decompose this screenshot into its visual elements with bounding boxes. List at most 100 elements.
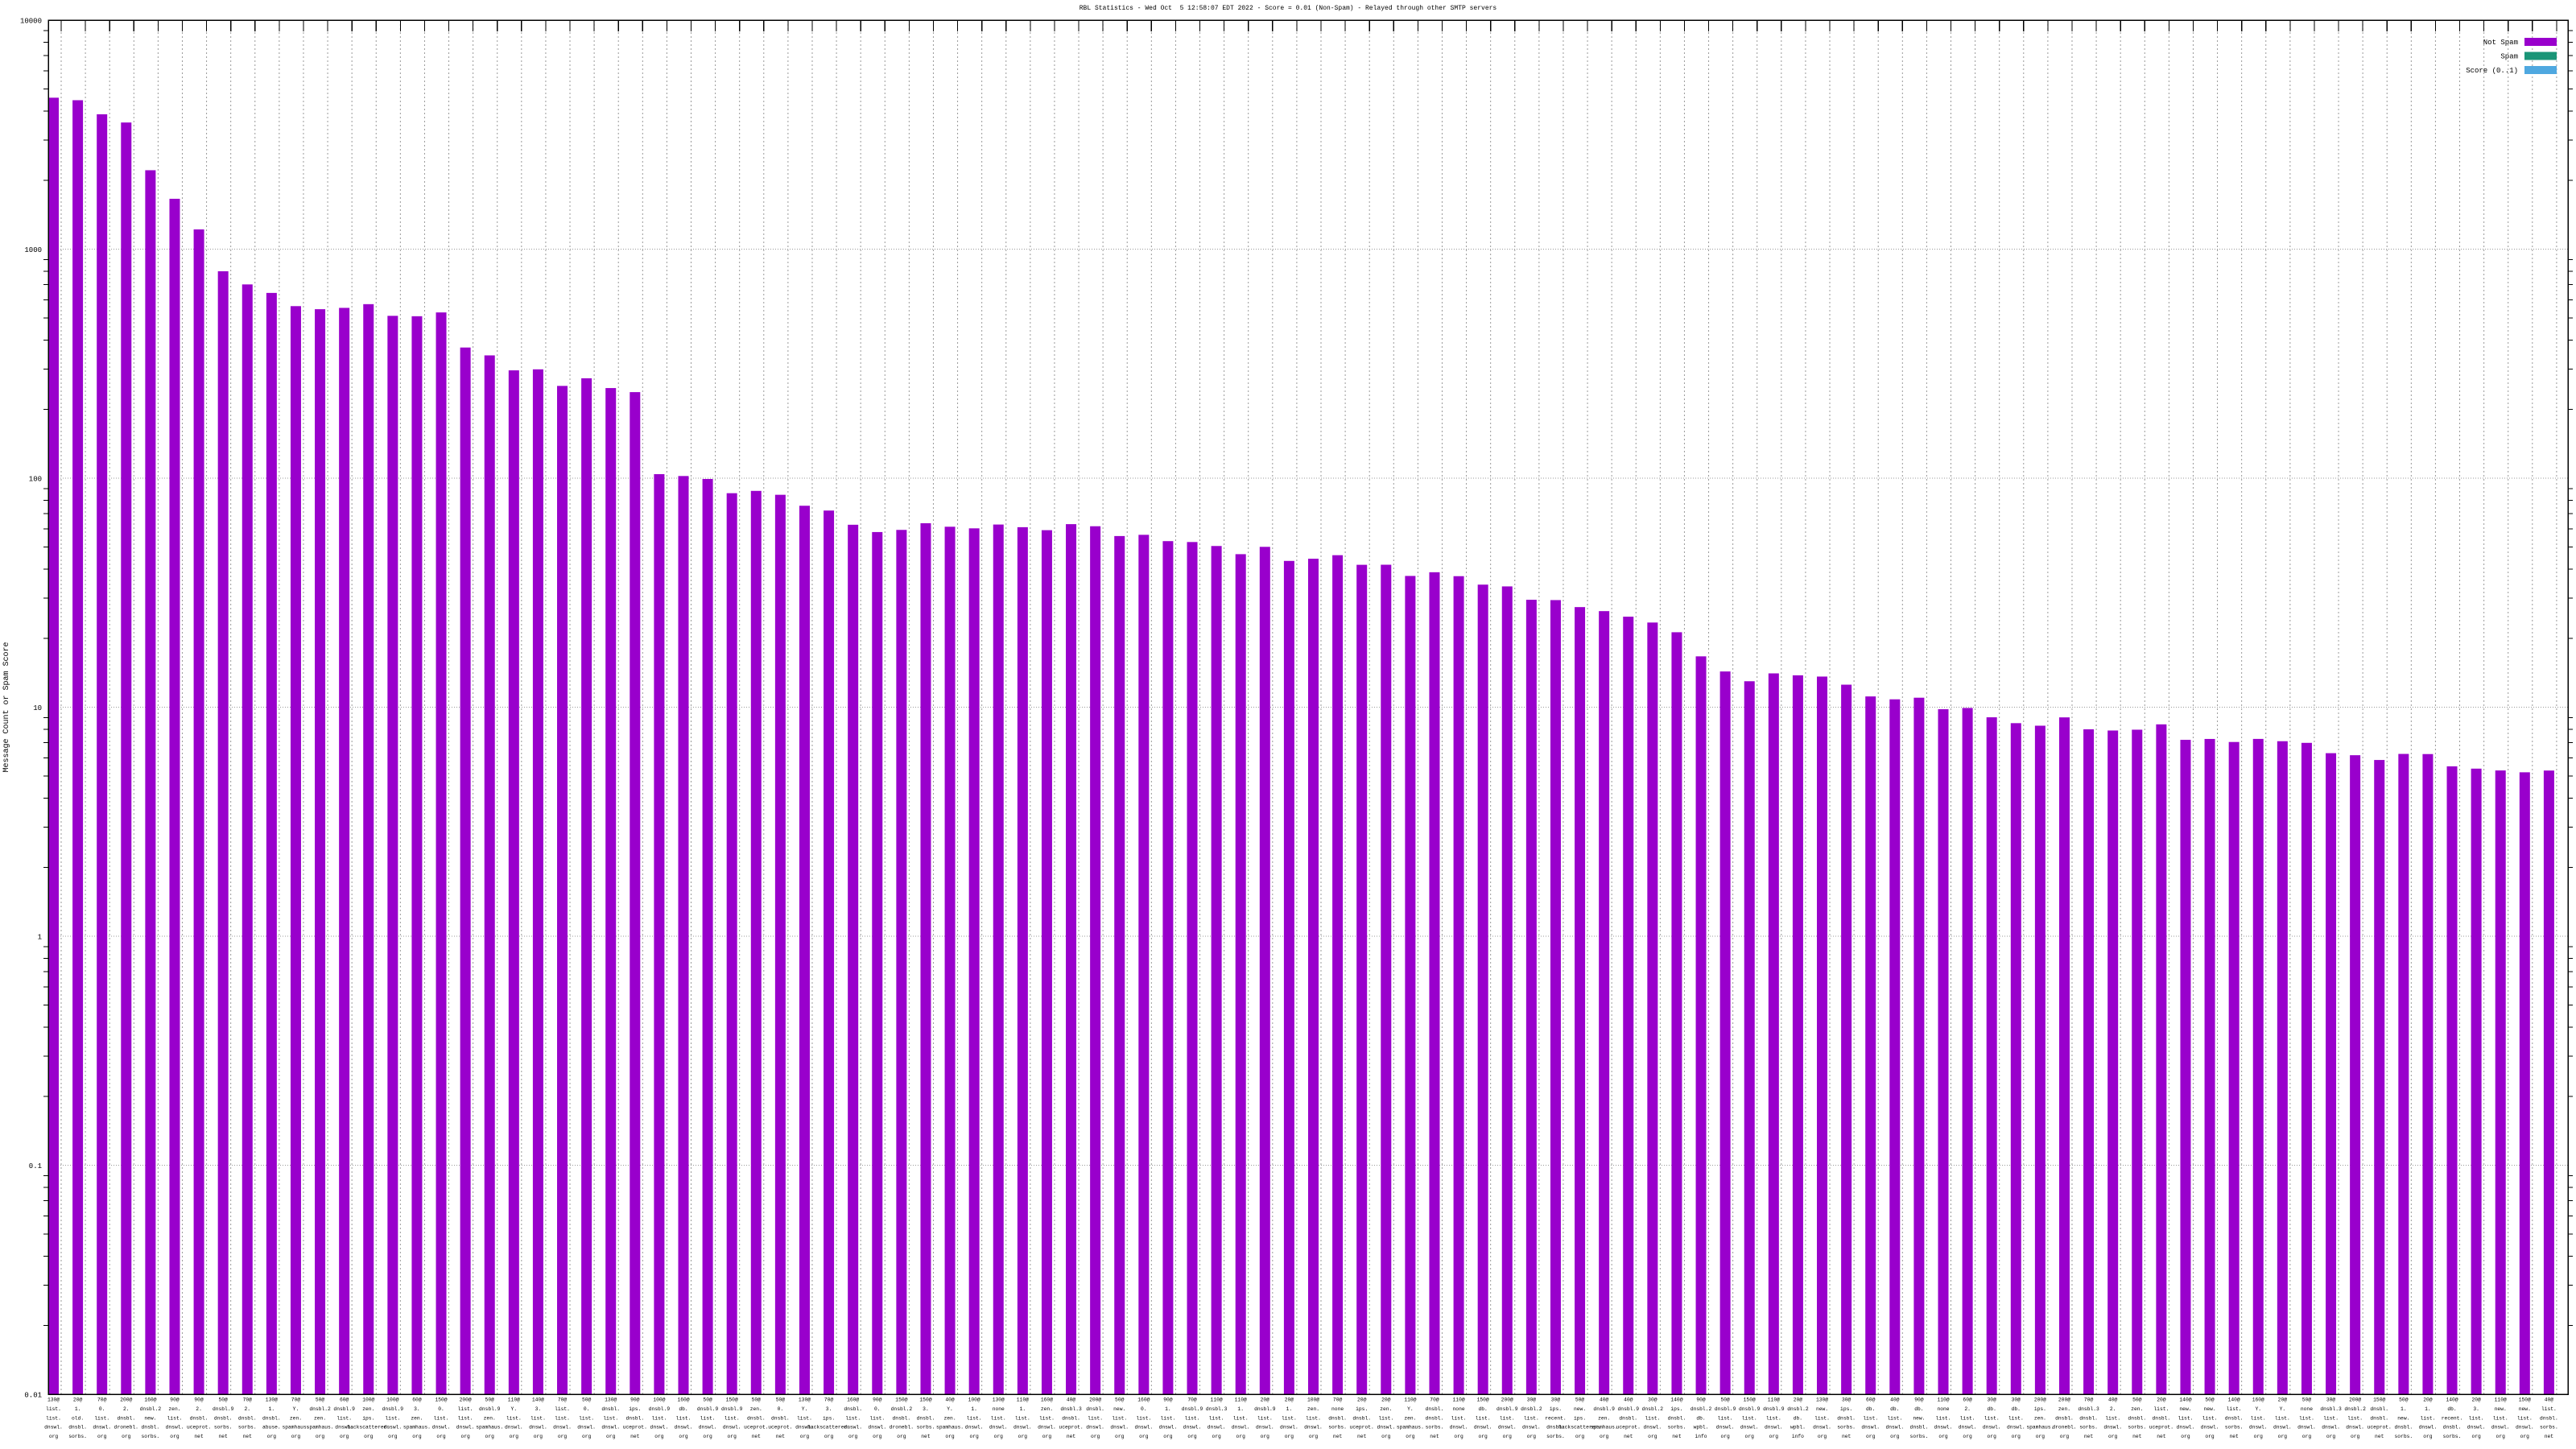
svg-text:20@: 20@ [2423, 1397, 2433, 1403]
svg-text:db.: db. [1866, 1406, 1875, 1412]
svg-text:dnswl.: dnswl. [2103, 1425, 2122, 1430]
svg-text:list.: list. [724, 1415, 740, 1421]
svg-text:100@: 100@ [386, 1397, 398, 1403]
svg-text:dnswl.: dnswl. [2201, 1425, 2219, 1430]
svg-text:Y.: Y. [1407, 1406, 1414, 1412]
svg-text:dnswl.: dnswl. [2297, 1425, 2316, 1430]
svg-text:40@: 40@ [2108, 1397, 2118, 1403]
svg-text:list.: list. [1742, 1415, 1757, 1421]
svg-text:20@: 20@ [2157, 1397, 2166, 1403]
svg-text:40@: 40@ [1600, 1397, 1609, 1403]
svg-text:list.: list. [2153, 1406, 2169, 1412]
svg-text:org: org [2012, 1434, 2021, 1439]
svg-text:dnsbl.: dnsbl. [2225, 1415, 2244, 1421]
svg-text:zen.: zen. [362, 1406, 374, 1412]
svg-text:110@: 110@ [1768, 1397, 1780, 1403]
svg-text:dnsbl.: dnsbl. [238, 1415, 257, 1421]
svg-text:list.: list. [458, 1415, 473, 1421]
svg-text:org: org [2351, 1434, 2360, 1439]
svg-text:zen.: zen. [1404, 1415, 1416, 1421]
svg-text:org: org [1648, 1434, 1657, 1439]
svg-text:org: org [170, 1434, 180, 1439]
svg-text:dnsbl.: dnsbl. [117, 1415, 135, 1421]
svg-text:dnswl.: dnswl. [1280, 1425, 1298, 1430]
svg-text:dnsbl.: dnsbl. [2370, 1406, 2388, 1412]
svg-text:list.: list. [1015, 1415, 1030, 1421]
svg-text:org: org [2254, 1434, 2264, 1439]
svg-text:org: org [97, 1434, 107, 1439]
svg-text:70@: 70@ [1430, 1397, 1439, 1403]
svg-text:dnsbl.: dnsbl. [1426, 1415, 1444, 1421]
svg-text:dnsbl.2: dnsbl.2 [1690, 1406, 1712, 1412]
svg-text:110@: 110@ [1235, 1397, 1247, 1403]
svg-text:dnswl.: dnswl. [2419, 1425, 2438, 1430]
svg-text:dnswl.: dnswl. [1377, 1425, 1395, 1430]
svg-text:50@: 50@ [316, 1397, 325, 1403]
svg-text:30@: 30@ [1551, 1397, 1561, 1403]
svg-text:50@: 50@ [1720, 1397, 1730, 1403]
svg-text:dnswl.: dnswl. [1861, 1425, 1880, 1430]
svg-text:list.: list. [869, 1415, 885, 1421]
svg-text:140@: 140@ [2446, 1397, 2458, 1403]
svg-text:110@: 110@ [1211, 1397, 1223, 1403]
svg-text:Not Spam: Not Spam [2483, 39, 2518, 47]
svg-text:sorbs.: sorbs. [917, 1425, 935, 1430]
svg-text:zen.: zen. [2131, 1406, 2143, 1412]
svg-text:org: org [945, 1434, 955, 1439]
svg-text:dnsbl.: dnsbl. [844, 1406, 862, 1412]
svg-text:3.: 3. [414, 1406, 420, 1412]
svg-text:20@: 20@ [1794, 1397, 1803, 1403]
svg-text:1.: 1. [1286, 1406, 1293, 1412]
svg-text:none: none [1453, 1406, 1465, 1412]
svg-text:1: 1 [38, 934, 42, 942]
svg-text:dnsbl.: dnsbl. [2540, 1415, 2558, 1421]
svg-text:net: net [2229, 1434, 2239, 1439]
svg-text:list.: list. [1233, 1415, 1249, 1421]
svg-text:dnsbl.9: dnsbl.9 [721, 1406, 743, 1412]
svg-text:dnswl.: dnswl. [650, 1425, 669, 1430]
svg-text:1000: 1000 [24, 246, 42, 254]
svg-text:dnswl.: dnswl. [1644, 1425, 1662, 1430]
svg-text:dnswl.: dnswl. [723, 1425, 741, 1430]
svg-text:dnswl.: dnswl. [1934, 1425, 1953, 1430]
svg-text:dnsbl.9: dnsbl.9 [1254, 1406, 1276, 1412]
svg-text:30@: 30@ [1648, 1397, 1657, 1403]
svg-text:org: org [1890, 1434, 1900, 1439]
svg-text:org: org [2496, 1434, 2506, 1439]
svg-text:org: org [2278, 1434, 2288, 1439]
svg-text:Spam: Spam [2500, 53, 2518, 61]
svg-text:2.: 2. [196, 1406, 202, 1412]
svg-text:150@: 150@ [895, 1397, 907, 1403]
svg-text:uceprot.: uceprot. [2368, 1425, 2392, 1430]
svg-text:dnsbl.2: dnsbl.2 [891, 1406, 913, 1412]
svg-text:50@: 50@ [582, 1397, 592, 1403]
svg-text:dnsbl.: dnsbl. [1328, 1415, 1347, 1421]
svg-text:recent.: recent. [2442, 1415, 2462, 1421]
svg-text:org: org [1115, 1434, 1125, 1439]
svg-text:dnsbl.: dnsbl. [262, 1415, 281, 1421]
svg-text:org: org [800, 1434, 810, 1439]
svg-text:dronebl.: dronebl. [114, 1425, 138, 1430]
svg-text:dnsbl.: dnsbl. [917, 1415, 935, 1421]
svg-text:1.: 1. [1020, 1406, 1026, 1412]
svg-text:db.: db. [1914, 1406, 1923, 1412]
svg-text:40@: 40@ [945, 1397, 955, 1403]
svg-text:dronebl.: dronebl. [890, 1425, 914, 1430]
svg-text:sorbs.: sorbs. [1910, 1434, 1929, 1439]
svg-text:org: org [1285, 1434, 1294, 1439]
svg-text:dnsbl.: dnsbl. [2055, 1415, 2074, 1421]
svg-text:org: org [728, 1434, 737, 1439]
svg-text:zen.: zen. [411, 1415, 423, 1421]
svg-text:zen.: zen. [943, 1415, 956, 1421]
svg-text:list.: list. [2323, 1415, 2339, 1421]
svg-text:dnsbl.: dnsbl. [2370, 1415, 2388, 1421]
svg-text:dnsbl.2: dnsbl.2 [2344, 1406, 2366, 1412]
svg-text:sorbs.: sorbs. [1668, 1425, 1686, 1430]
svg-text:dnswl.: dnswl. [1740, 1425, 1759, 1430]
svg-text:info: info [1695, 1434, 1707, 1439]
svg-text:zen.: zen. [314, 1415, 326, 1421]
svg-text:dnswl.: dnswl. [1208, 1425, 1226, 1430]
svg-text:dnswl.: dnswl. [2007, 1425, 2025, 1430]
svg-text:160@: 160@ [1041, 1397, 1053, 1403]
svg-text:org: org [485, 1434, 495, 1439]
